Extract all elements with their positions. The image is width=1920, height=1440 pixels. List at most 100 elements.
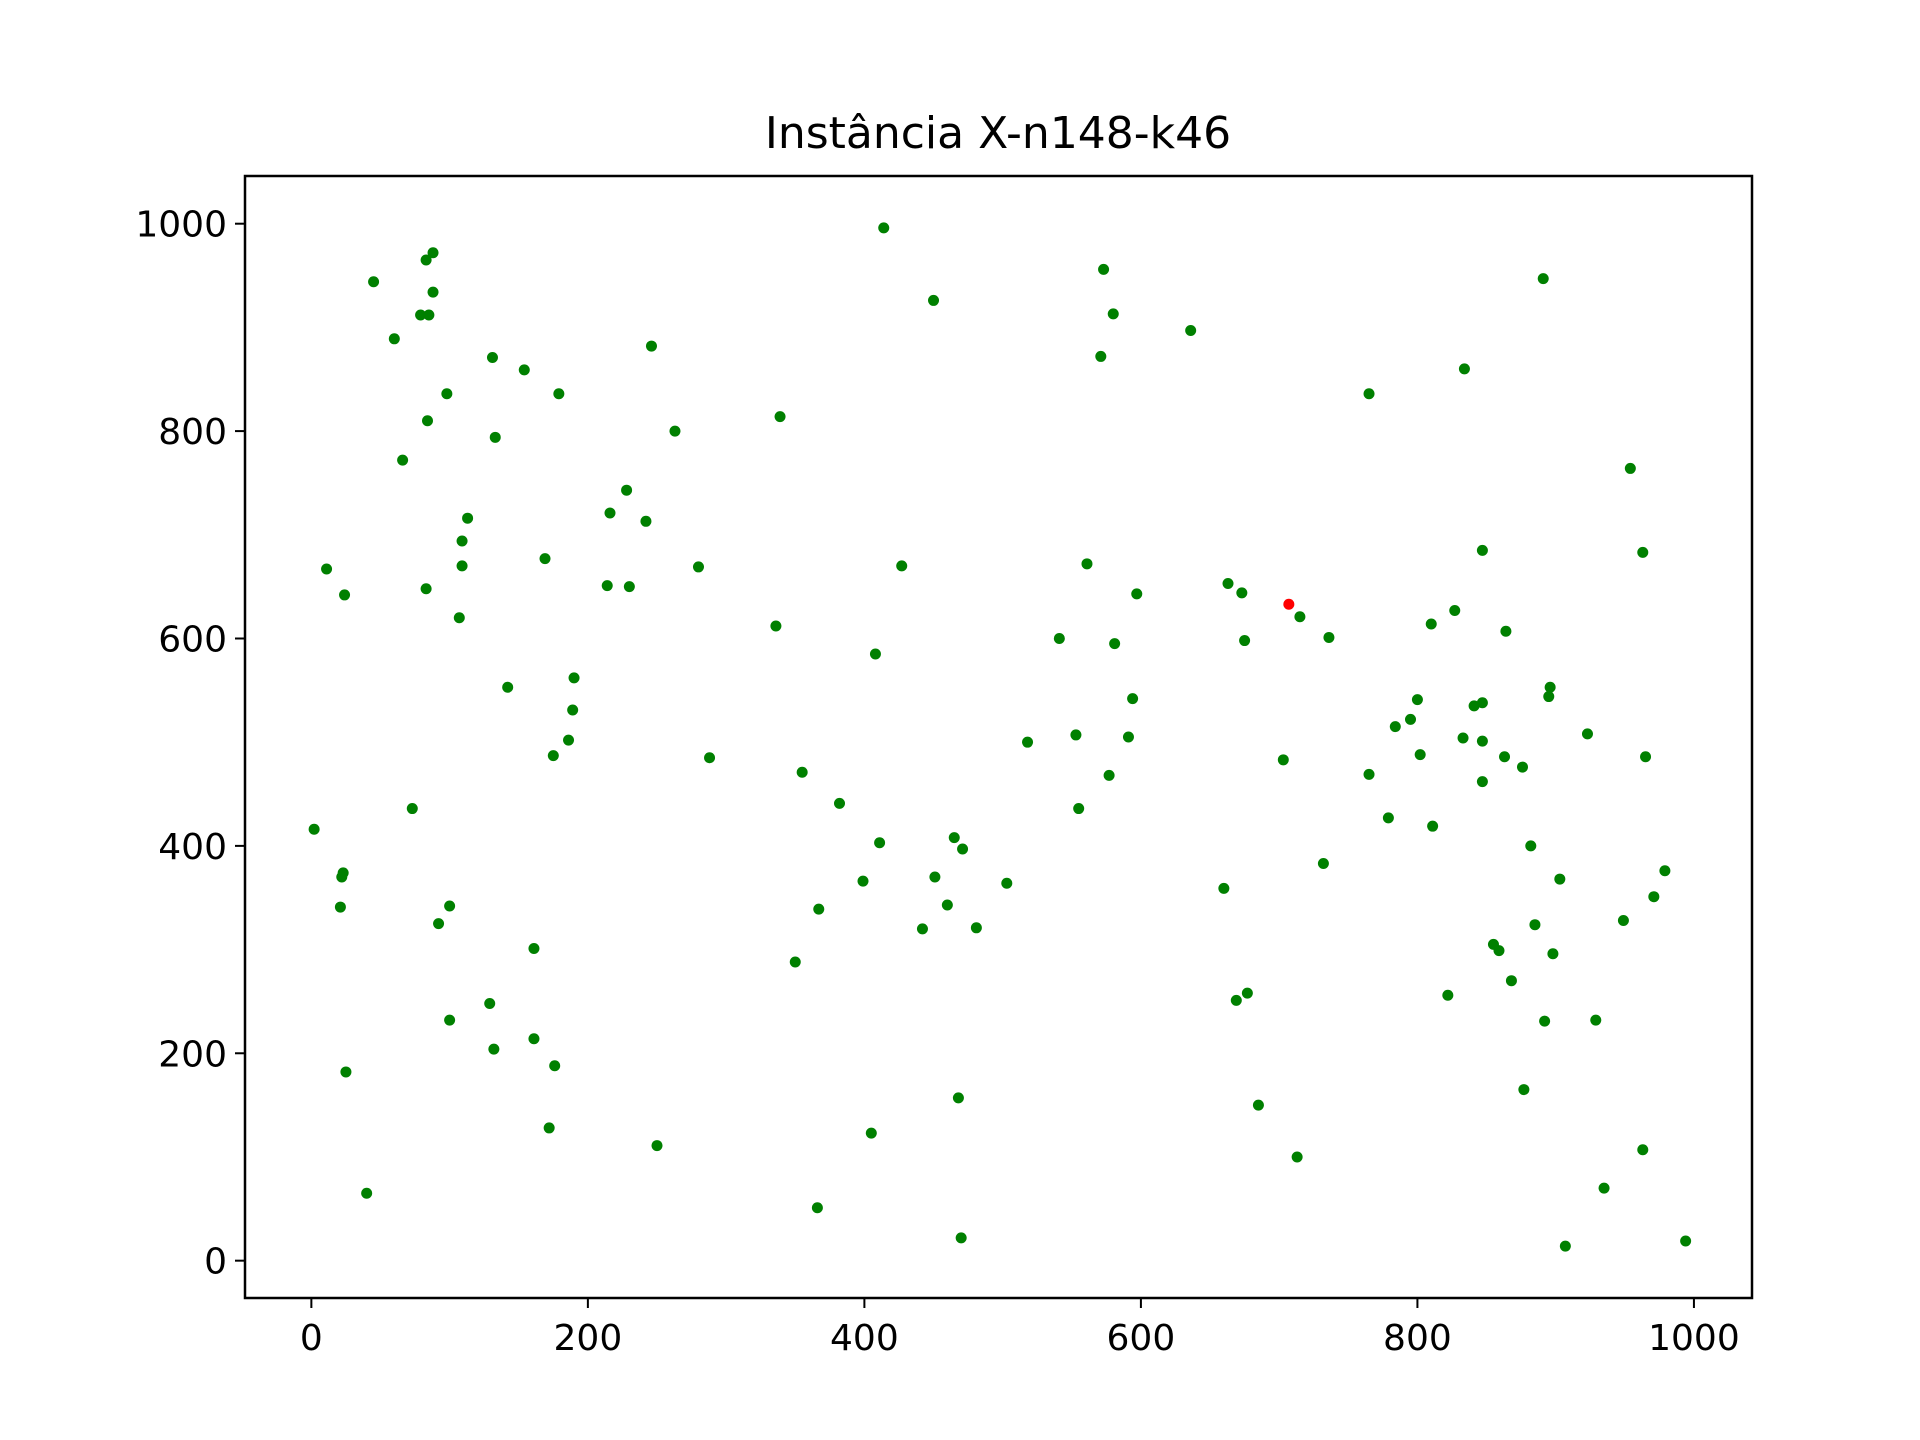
- customer-point: [640, 515, 652, 527]
- customer-point: [1222, 578, 1234, 590]
- customer-point: [456, 560, 468, 572]
- customer-point: [1001, 877, 1013, 889]
- customer-point: [692, 561, 704, 573]
- y-tick-label: 600: [158, 619, 227, 660]
- customer-point: [420, 254, 432, 266]
- customer-point: [896, 560, 908, 572]
- customer-point: [1127, 693, 1139, 705]
- customer-point: [1525, 840, 1537, 852]
- customer-point: [337, 867, 349, 879]
- x-tick-label: 800: [1383, 1318, 1452, 1359]
- customer-point: [486, 351, 498, 363]
- customer-point: [388, 333, 400, 345]
- customer-point: [1637, 1144, 1649, 1156]
- customer-point: [397, 454, 409, 466]
- customer-point: [334, 901, 346, 913]
- customer-point: [796, 766, 808, 778]
- customer-point: [406, 803, 418, 815]
- customer-point: [1053, 632, 1065, 644]
- axis-ticks: 0 200 400 600 800 1000 0 200 400 600 800 1000: [135, 205, 1739, 1359]
- customer-point: [427, 247, 439, 259]
- customer-point: [874, 837, 886, 849]
- customer-point: [1640, 751, 1652, 763]
- customer-point: [941, 899, 953, 911]
- customer-point: [952, 1092, 964, 1104]
- customer-point: [321, 563, 333, 575]
- customer-point: [433, 918, 445, 930]
- customer-point: [1442, 989, 1454, 1001]
- customer-point: [1103, 769, 1115, 781]
- customer-point: [339, 589, 351, 601]
- customer-point: [1291, 1151, 1303, 1163]
- customer-point: [623, 581, 635, 593]
- customer-point: [427, 286, 439, 298]
- customer-point: [604, 507, 616, 519]
- customer-point: [1427, 820, 1439, 832]
- customer-point: [1590, 1014, 1602, 1026]
- customer-point: [1554, 873, 1566, 885]
- plot-frame: [243, 174, 1754, 1300]
- customer-point: [789, 956, 801, 968]
- customer-point: [1131, 588, 1143, 600]
- customer-point: [568, 672, 580, 684]
- customer-point: [1425, 618, 1437, 630]
- customer-point: [1598, 1182, 1610, 1194]
- customer-point: [423, 309, 435, 321]
- customer-point: [444, 900, 456, 912]
- customer-point: [1414, 749, 1426, 761]
- data-points: [308, 222, 1692, 1252]
- customer-point: [1405, 713, 1417, 725]
- customer-point: [553, 388, 565, 400]
- customer-point: [1218, 882, 1230, 894]
- customer-point: [1544, 681, 1556, 693]
- customer-point: [970, 922, 982, 934]
- x-tick-label: 1000: [1648, 1318, 1740, 1359]
- customer-point: [1081, 558, 1093, 570]
- customer-point: [1411, 694, 1423, 706]
- customer-point: [1476, 776, 1488, 788]
- y-tick-label: 200: [158, 1034, 227, 1075]
- customer-point: [834, 797, 846, 809]
- customer-point: [567, 704, 579, 716]
- customer-point: [453, 612, 465, 624]
- customer-point: [1109, 638, 1121, 650]
- customer-point: [1637, 546, 1649, 558]
- customer-point: [415, 309, 427, 321]
- customer-point: [857, 875, 869, 887]
- customer-point: [865, 1127, 877, 1139]
- customer-point: [1277, 754, 1289, 766]
- customer-point: [444, 1014, 456, 1026]
- customer-point: [774, 411, 786, 423]
- customer-point: [957, 843, 969, 855]
- customer-point: [1516, 761, 1528, 773]
- x-tick-label: 200: [554, 1318, 623, 1359]
- customer-point: [340, 1066, 352, 1078]
- customer-point: [539, 553, 551, 565]
- depot-point: [1283, 598, 1295, 610]
- customer-point: [1505, 975, 1517, 987]
- customer-point: [1241, 987, 1253, 999]
- customer-point: [1185, 325, 1197, 337]
- customer-point: [308, 823, 320, 835]
- customer-point: [1499, 751, 1511, 763]
- customer-point: [878, 222, 890, 234]
- x-tick-label: 0: [300, 1318, 323, 1359]
- customer-point: [916, 923, 928, 935]
- customer-point: [1294, 611, 1306, 623]
- customer-point: [1022, 736, 1034, 748]
- customer-point: [1449, 604, 1461, 616]
- customer-point: [948, 832, 960, 844]
- y-tick-label: 800: [158, 412, 227, 453]
- customer-point: [563, 734, 575, 746]
- chart-title: Instância X-n148-k46: [765, 108, 1231, 159]
- customer-point: [1476, 697, 1488, 709]
- customer-point: [1236, 587, 1248, 599]
- customer-point: [1476, 544, 1488, 556]
- customer-point: [928, 294, 940, 306]
- customer-point: [770, 620, 782, 632]
- customer-point: [1095, 350, 1107, 362]
- customer-point: [1122, 731, 1134, 743]
- customer-point: [420, 583, 432, 595]
- customer-point: [1617, 915, 1629, 927]
